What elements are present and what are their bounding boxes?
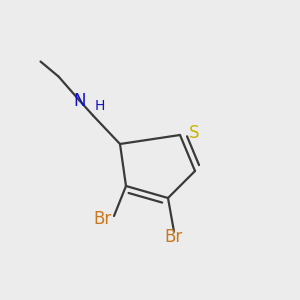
Text: H: H <box>94 99 105 113</box>
Text: Br: Br <box>93 210 111 228</box>
Text: N: N <box>73 92 86 110</box>
Text: Br: Br <box>165 228 183 246</box>
Text: S: S <box>189 124 200 142</box>
